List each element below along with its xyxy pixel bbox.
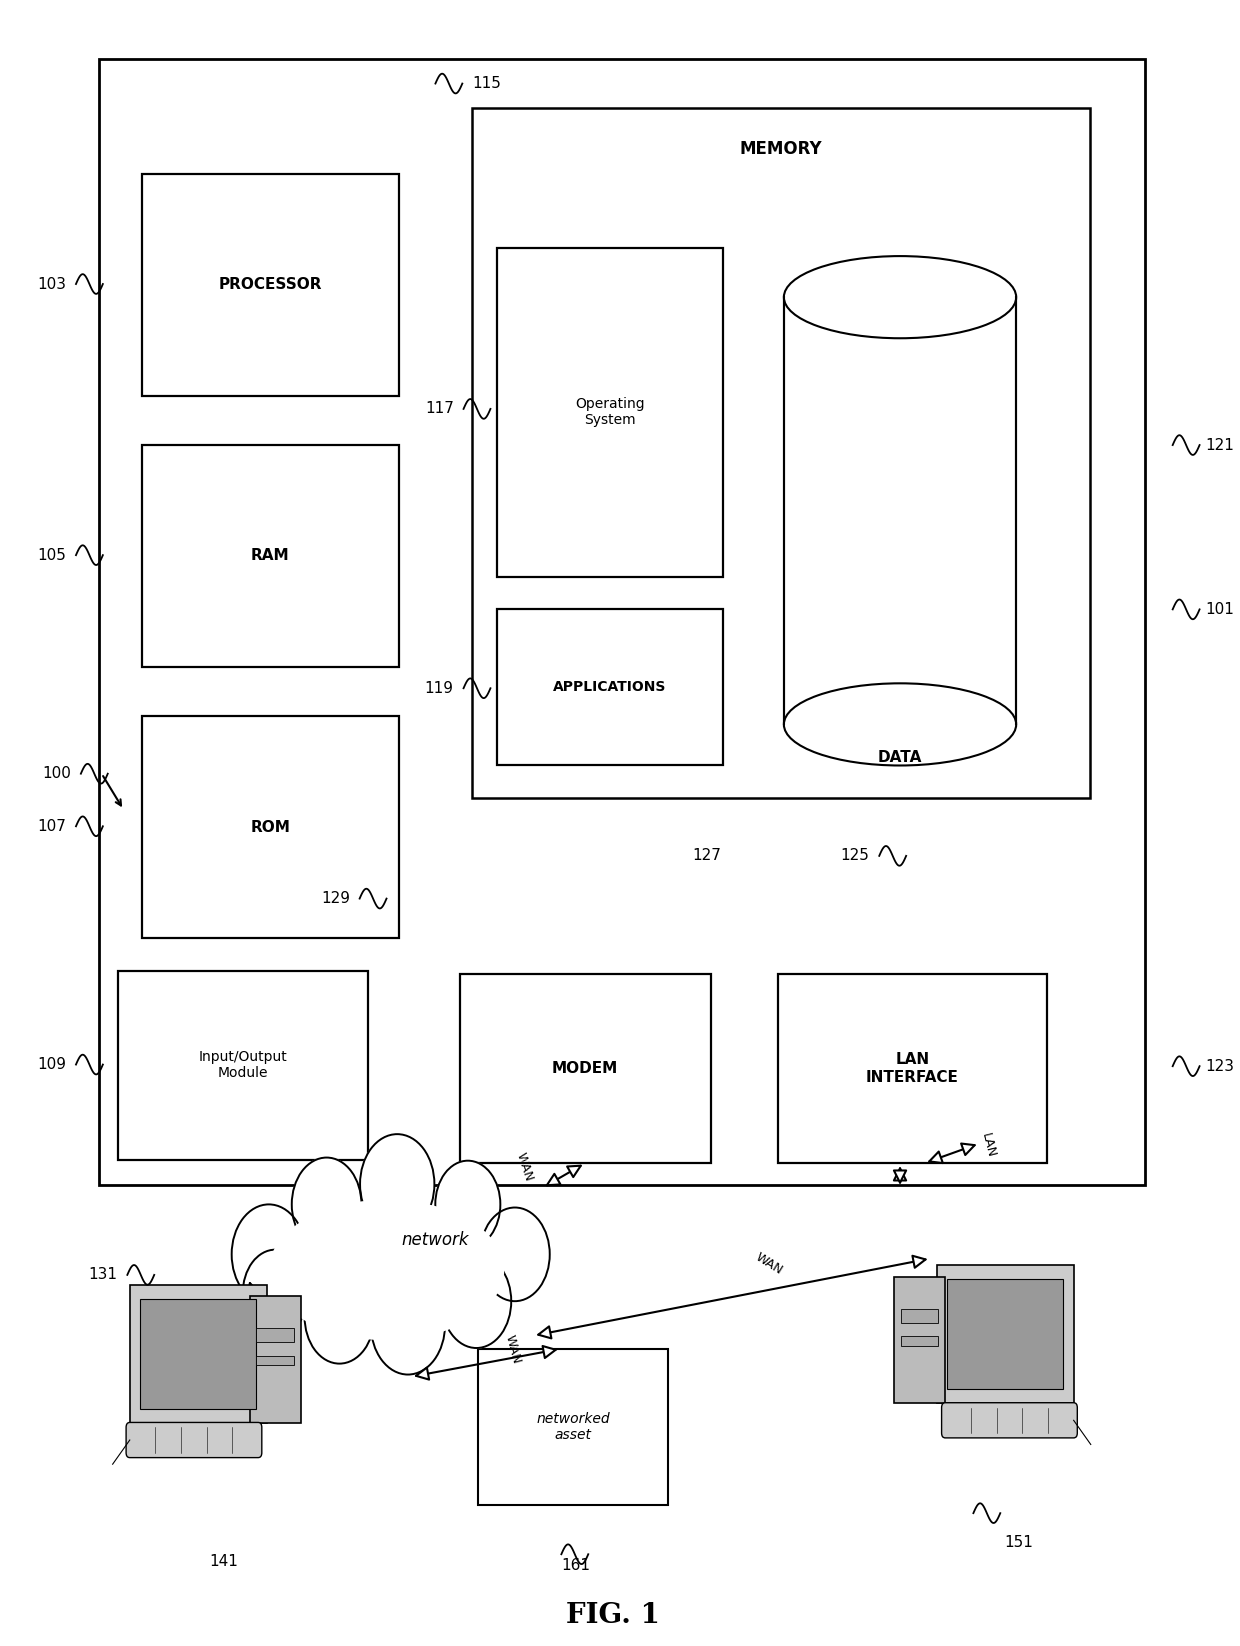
Text: 117: 117 — [425, 402, 454, 416]
Bar — [980, 1424, 1030, 1430]
Text: WAN: WAN — [753, 1251, 785, 1277]
Text: 161: 161 — [562, 1557, 590, 1572]
Circle shape — [305, 1271, 374, 1363]
Bar — [143, 716, 399, 938]
Bar — [143, 174, 399, 395]
Ellipse shape — [269, 1200, 505, 1340]
Text: 103: 103 — [37, 277, 66, 291]
Text: 101: 101 — [1205, 602, 1235, 617]
FancyArrowPatch shape — [538, 1256, 925, 1338]
FancyArrowPatch shape — [929, 1144, 975, 1164]
Bar — [186, 1444, 237, 1450]
Bar — [479, 1348, 667, 1504]
Bar — [784, 298, 1016, 724]
Text: Input/Output
Module: Input/Output Module — [198, 1050, 288, 1080]
Text: LAN: LAN — [980, 1131, 998, 1159]
Text: 119: 119 — [425, 681, 454, 696]
Bar — [257, 1328, 294, 1341]
Text: 127: 127 — [692, 848, 720, 864]
Text: 125: 125 — [841, 848, 869, 864]
Bar — [936, 1266, 1074, 1402]
Circle shape — [441, 1254, 511, 1348]
Text: MEMORY: MEMORY — [739, 140, 822, 158]
Circle shape — [480, 1208, 549, 1302]
Bar — [99, 59, 1145, 1185]
Text: 151: 151 — [1004, 1534, 1033, 1549]
Text: LAN
INTERFACE: LAN INTERFACE — [866, 1052, 959, 1085]
Bar — [249, 1297, 301, 1422]
Circle shape — [243, 1249, 308, 1337]
Text: FIG. 1: FIG. 1 — [565, 1602, 660, 1628]
FancyArrowPatch shape — [248, 1282, 278, 1363]
Bar — [257, 1356, 294, 1365]
Bar — [496, 609, 723, 765]
Text: networked
asset: networked asset — [536, 1412, 610, 1442]
Text: PROCESSOR: PROCESSOR — [218, 277, 322, 293]
Ellipse shape — [784, 683, 1016, 765]
Text: RAM: RAM — [250, 548, 290, 563]
Text: WAN: WAN — [206, 1290, 233, 1323]
Text: 123: 123 — [1205, 1058, 1235, 1073]
Text: WAN: WAN — [502, 1333, 523, 1366]
Text: DATA: DATA — [878, 751, 923, 765]
Text: 109: 109 — [37, 1057, 66, 1072]
Circle shape — [291, 1157, 361, 1251]
Circle shape — [371, 1274, 445, 1374]
Text: APPLICATIONS: APPLICATIONS — [553, 680, 666, 695]
Bar — [140, 1299, 257, 1409]
Bar — [777, 974, 1047, 1164]
Circle shape — [435, 1160, 501, 1248]
Circle shape — [232, 1205, 306, 1304]
Text: 131: 131 — [88, 1267, 118, 1282]
Bar — [947, 1279, 1064, 1389]
FancyBboxPatch shape — [941, 1402, 1078, 1439]
Bar — [460, 974, 711, 1164]
Bar — [130, 1286, 267, 1422]
Ellipse shape — [784, 257, 1016, 337]
FancyArrowPatch shape — [547, 1165, 580, 1185]
Text: 141: 141 — [210, 1554, 238, 1569]
Bar — [143, 444, 399, 667]
Text: 105: 105 — [37, 548, 66, 563]
Text: MODEM: MODEM — [552, 1062, 619, 1076]
Text: network: network — [402, 1231, 469, 1249]
Bar — [900, 1309, 939, 1322]
Text: 100: 100 — [42, 765, 71, 782]
Text: 107: 107 — [37, 818, 66, 835]
Text: WAN: WAN — [513, 1151, 536, 1183]
Circle shape — [360, 1134, 434, 1234]
Text: 129: 129 — [321, 890, 350, 905]
Text: 115: 115 — [472, 76, 501, 91]
Text: Operating
System: Operating System — [575, 397, 645, 428]
Bar — [118, 971, 368, 1160]
FancyBboxPatch shape — [126, 1422, 262, 1458]
Bar — [900, 1337, 939, 1345]
Bar — [472, 109, 1090, 798]
Bar — [894, 1277, 945, 1402]
Text: 121: 121 — [1205, 438, 1235, 453]
FancyArrowPatch shape — [415, 1346, 556, 1379]
Bar — [496, 249, 723, 576]
Text: ROM: ROM — [250, 820, 290, 835]
FancyArrowPatch shape — [894, 1169, 906, 1183]
